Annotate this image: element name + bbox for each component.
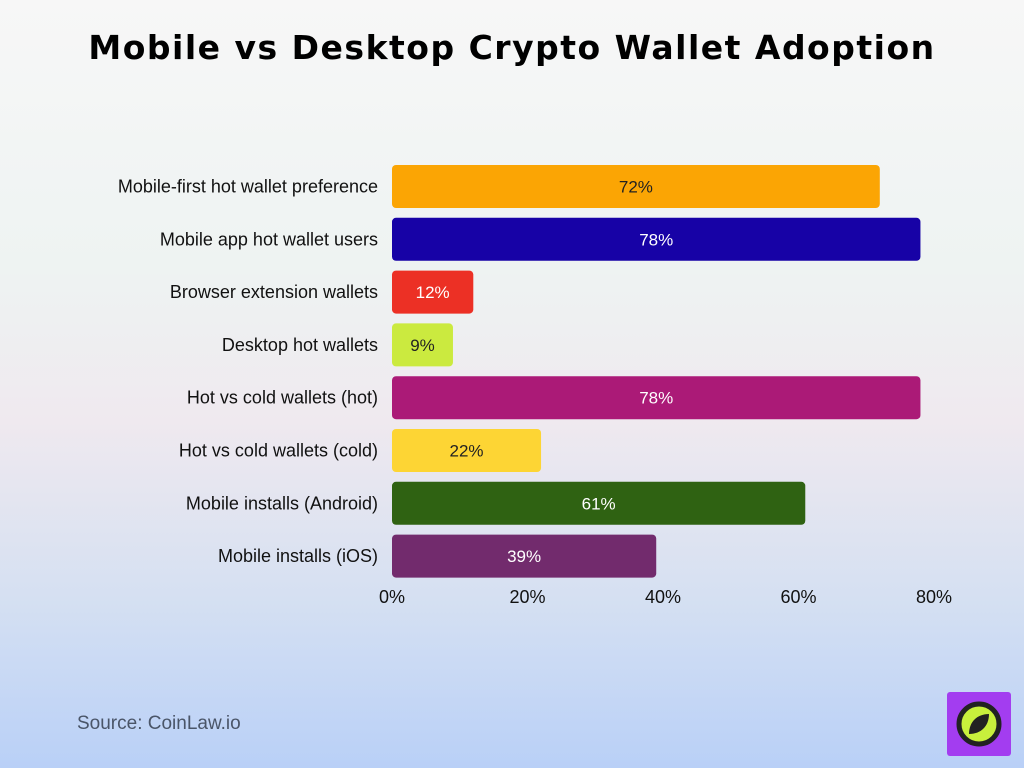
x-tick-label: 0% bbox=[379, 587, 405, 607]
bar bbox=[392, 165, 880, 208]
bar bbox=[392, 323, 453, 367]
category-label: Mobile installs (iOS) bbox=[218, 546, 378, 566]
x-tick-label: 40% bbox=[645, 587, 681, 607]
category-label: Mobile app hot wallet users bbox=[160, 229, 378, 249]
data-label: 72% bbox=[619, 178, 653, 197]
category-label: Hot vs cold wallets (hot) bbox=[187, 388, 378, 408]
chart-title: Mobile vs Desktop Crypto Wallet Adoption bbox=[88, 28, 936, 67]
source-label: Source: CoinLaw.io bbox=[77, 713, 241, 734]
compass-icon bbox=[947, 692, 1011, 756]
x-tick-label: 20% bbox=[509, 587, 545, 607]
category-label: Desktop hot wallets bbox=[222, 335, 378, 355]
category-label: Browser extension wallets bbox=[170, 282, 378, 302]
logo bbox=[947, 692, 1011, 756]
data-label: 12% bbox=[416, 283, 450, 302]
bar bbox=[392, 534, 657, 578]
data-label: 78% bbox=[639, 230, 673, 249]
bar bbox=[392, 429, 542, 472]
category-label: Mobile installs (Android) bbox=[186, 493, 378, 513]
data-label: 78% bbox=[639, 389, 673, 408]
x-tick-label: 80% bbox=[916, 587, 952, 607]
data-label: 9% bbox=[410, 336, 435, 355]
x-tick-label: 60% bbox=[780, 587, 816, 607]
bar bbox=[392, 376, 921, 420]
data-label: 22% bbox=[450, 442, 484, 461]
data-label: 61% bbox=[582, 494, 616, 513]
category-label: Mobile-first hot wallet preference bbox=[118, 177, 378, 197]
bar bbox=[392, 217, 921, 261]
category-label: Hot vs cold wallets (cold) bbox=[179, 441, 378, 461]
bar bbox=[392, 270, 474, 314]
data-label: 39% bbox=[507, 547, 541, 566]
bar bbox=[392, 481, 806, 525]
